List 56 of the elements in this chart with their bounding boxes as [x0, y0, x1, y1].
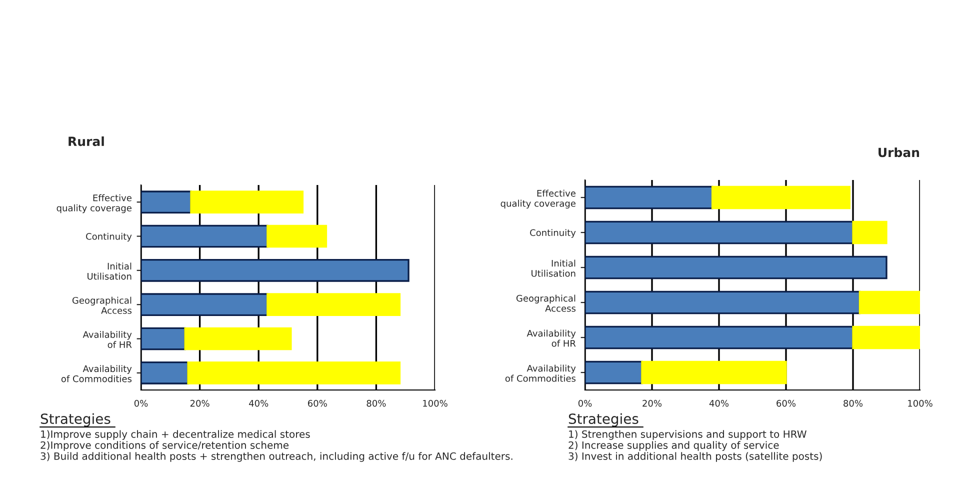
y-tick-label: Availability of HR — [82, 330, 132, 348]
y-tick-label: Effective quality coverage — [56, 194, 132, 214]
y-tick-label: Availability of HR — [526, 330, 576, 347]
bar — [141, 293, 268, 316]
y-tick-label: Availability of Commodities — [61, 365, 132, 382]
text: 2)Improve conditions of service/retention scheme — [40, 441, 289, 451]
y-tick-label: Geographical Access — [516, 294, 576, 312]
x-tick-label: 0% — [134, 400, 148, 407]
y-tick-label: Effective quality coverage — [500, 190, 576, 209]
bar — [585, 326, 854, 350]
bar — [858, 290, 920, 314]
x-tick-label: 0% — [578, 400, 592, 407]
bar — [585, 256, 888, 280]
bar — [852, 326, 920, 350]
bar — [184, 327, 292, 350]
x-tick-label: 40% — [709, 400, 729, 407]
text: Strategies — [40, 413, 110, 427]
x-tick-label: 40% — [249, 400, 268, 407]
bar — [852, 220, 888, 244]
bar — [711, 186, 850, 210]
bar — [141, 224, 268, 248]
y-tick-label: Initial Utilisation — [88, 262, 132, 280]
bar — [585, 290, 861, 314]
bar — [141, 327, 186, 350]
x-tick-label: 20% — [190, 400, 210, 407]
bar — [641, 360, 787, 384]
text: 1)Improve supply chain + decentralize medical stores — [41, 430, 310, 440]
text: 1) Strengthen supervisions and support to HRW — [569, 430, 806, 440]
bar — [187, 361, 401, 384]
x-tick-label: 60% — [308, 400, 327, 407]
text: Strategies — [568, 413, 638, 427]
chart-title: Rural — [68, 136, 104, 146]
x-tick-label: 20% — [642, 400, 662, 407]
bar — [266, 224, 328, 248]
y-tick-label: Geographical Access — [72, 296, 132, 314]
x-tick-label: 100% — [423, 400, 448, 407]
y-tick-label: Availability of Commodities — [505, 364, 576, 382]
bar — [190, 190, 304, 214]
bar — [585, 220, 854, 244]
bar — [585, 186, 714, 210]
bar — [141, 361, 189, 384]
bar — [585, 360, 643, 384]
bar — [266, 293, 401, 316]
y-tick-label: Continuity — [86, 232, 132, 242]
bar — [141, 258, 410, 282]
y-tick-label: Initial Utilisation — [532, 260, 576, 277]
x-tick-label: 80% — [366, 400, 386, 407]
y-tick-label: Continuity — [530, 229, 576, 238]
x-tick-label: 80% — [844, 400, 863, 407]
x-tick-label: 100% — [908, 400, 932, 407]
text: 2) Increase supplies and quality of service — [568, 441, 779, 451]
text: 3) Invest in additional health posts (satellite posts) — [568, 452, 822, 462]
chart-title: Urban — [878, 147, 920, 158]
text: 3) Build additional health posts + strengthen outreach, including active f/u for ANC defaulters. — [40, 452, 512, 462]
bar — [141, 190, 192, 214]
x-tick-label: 60% — [776, 400, 796, 407]
